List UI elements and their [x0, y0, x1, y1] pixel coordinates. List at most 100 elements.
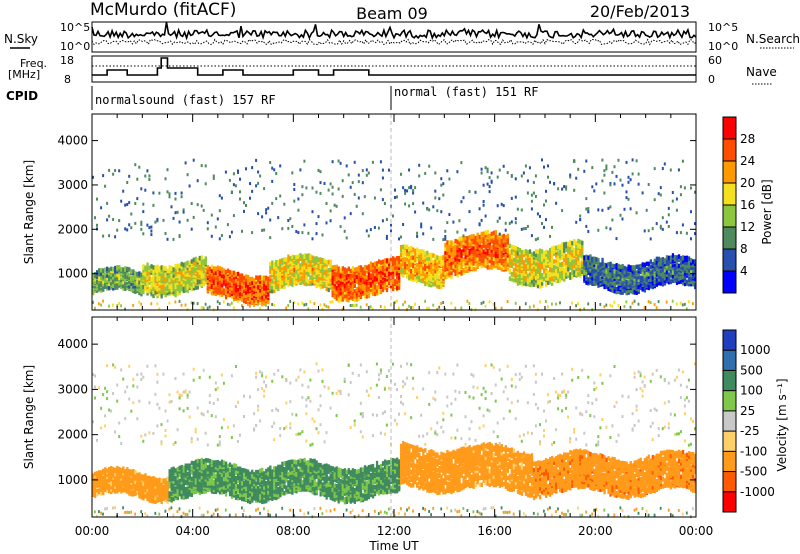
echo-cell [647, 229, 650, 233]
echo-cell [174, 272, 177, 277]
echo-cell [162, 218, 165, 222]
echo-cell [623, 207, 626, 211]
echo-cell [228, 178, 231, 182]
echo-cell [619, 272, 622, 277]
echo-cell [345, 290, 348, 295]
echo-cell [613, 285, 616, 290]
echo-cell [112, 286, 115, 291]
echo-cell [136, 276, 139, 281]
echo-cell [232, 287, 236, 292]
echo-cell [502, 247, 505, 252]
echo-cell [297, 302, 300, 306]
echo-cell [283, 266, 286, 271]
echo-cell [555, 245, 558, 251]
echo-cell [685, 268, 689, 274]
echo-cell [273, 303, 275, 307]
echo-cell [152, 293, 155, 299]
echo-cell [406, 244, 409, 250]
echo-cell [671, 253, 675, 258]
echo-cell [601, 158, 604, 162]
echo-cell [206, 268, 210, 273]
echo-cell [361, 267, 365, 272]
echo-cell [152, 289, 155, 295]
echo-cell [245, 277, 248, 283]
echo-cell [615, 174, 618, 178]
echo-cell [530, 234, 533, 238]
echo-cell [690, 268, 693, 274]
echo-cell [508, 243, 512, 249]
echo-cell [220, 278, 224, 283]
echo-cell [532, 304, 535, 308]
echo-cell [349, 295, 352, 300]
echo-cell [377, 277, 381, 283]
echo-cell [504, 235, 507, 240]
echo-cell [309, 266, 312, 271]
echo-cell [444, 274, 447, 280]
echo-cell [627, 180, 630, 184]
echo-cell [603, 173, 606, 177]
echo-cell [448, 247, 451, 252]
echo-cell [436, 264, 439, 270]
echo-cell [331, 292, 334, 298]
echo-cell [124, 285, 127, 290]
echo-cell [613, 182, 616, 186]
echo-cell [551, 276, 554, 282]
echo-cell [257, 280, 260, 285]
echo-cell [508, 259, 512, 265]
echo-cell [432, 205, 435, 209]
echo-cell [408, 304, 410, 308]
echo-cell [518, 261, 522, 266]
echo-cell [609, 282, 612, 288]
echo-cell [565, 253, 568, 259]
echo-cell [466, 263, 469, 268]
echo-cell [307, 279, 310, 284]
echo-cell [303, 272, 306, 277]
echo-cell [444, 267, 447, 272]
echo-cell [140, 272, 143, 278]
echo-cell [410, 269, 413, 274]
echo-cell [520, 281, 524, 287]
echo-cell [351, 283, 354, 289]
echo-cell [299, 263, 302, 268]
echo-cell [106, 275, 109, 281]
echo-cell [607, 285, 610, 291]
echo-cell [198, 259, 201, 265]
echo-cell [293, 275, 296, 281]
echo-cell [605, 226, 608, 230]
echo-cell [275, 284, 278, 289]
echo-cell [365, 168, 368, 172]
echo-cell [534, 252, 538, 257]
echo-cell [333, 293, 336, 298]
echo-cell [293, 188, 296, 191]
echo-cell [665, 264, 669, 269]
echo-cell [293, 280, 296, 286]
echo-cell [428, 264, 431, 270]
echo-cell [573, 239, 576, 244]
echo-cell [180, 195, 183, 199]
echo-cell [319, 279, 322, 284]
echo-cell [607, 206, 610, 210]
echo-cell [498, 252, 501, 257]
echo-cell [202, 281, 205, 287]
echo-cell [118, 265, 121, 270]
echo-cell [543, 263, 546, 269]
echo-cell [146, 223, 149, 227]
echo-cell [418, 249, 421, 254]
echo-cell [641, 267, 644, 272]
echo-cell [424, 279, 427, 284]
echo-cell [492, 241, 495, 247]
echo-cell [510, 244, 514, 250]
echo-cell [150, 229, 153, 233]
echo-cell [412, 247, 415, 252]
echo-cell [408, 267, 411, 272]
echo-cell [635, 276, 638, 282]
echo-cell [450, 243, 453, 248]
echo-cell [249, 304, 251, 308]
echo-cell [184, 274, 187, 280]
echo-cell [190, 284, 193, 290]
echo-cell [534, 280, 538, 285]
echo-cell [587, 263, 590, 268]
echo-cell [164, 276, 167, 281]
echo-cell [406, 248, 409, 253]
echo-cell [218, 266, 222, 271]
